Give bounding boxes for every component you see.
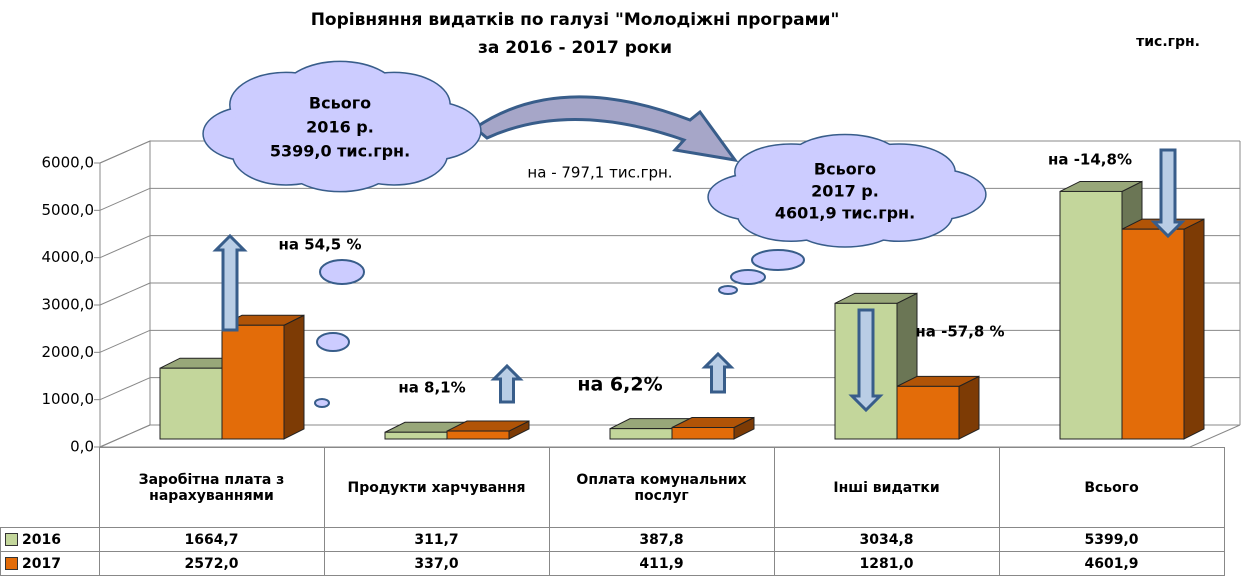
bubble (314, 398, 330, 408)
grid-line (99, 187, 151, 211)
legend-entry: 2017 (0, 551, 100, 576)
value-label: 1281,0 (773, 551, 1000, 576)
bar (609, 428, 673, 440)
grid-line (99, 329, 151, 353)
annotation: Всього (309, 94, 371, 113)
bubble (751, 249, 805, 271)
bubble (718, 285, 738, 295)
table-corner (1, 448, 100, 528)
y-tick-label: 1000,0 (42, 390, 95, 408)
value-label: 387,8 (548, 527, 775, 552)
bar-side (958, 375, 980, 440)
arrow (490, 363, 524, 404)
annotation: на 54,5 % (279, 236, 362, 254)
y-tick-label: 6000,0 (42, 154, 95, 172)
bar (384, 431, 448, 440)
cloud (233, 123, 339, 185)
grid-line (99, 377, 151, 401)
y-tick-label: 2000,0 (42, 343, 95, 361)
bubble (319, 259, 365, 285)
value-label: 4601,9 (998, 551, 1225, 576)
bubble (730, 269, 766, 285)
grid-line (99, 424, 151, 448)
legend-key (5, 533, 18, 546)
curved-arrow (472, 95, 739, 163)
bar (221, 324, 285, 440)
value-label: 337,0 (323, 551, 550, 576)
bar (671, 427, 735, 440)
annotation: на 6,2% (577, 374, 662, 396)
arrow (701, 351, 735, 394)
value-label: 3034,8 (773, 527, 1000, 552)
value-label: 5399,0 (998, 527, 1225, 552)
category-label: Всього (998, 447, 1225, 528)
annotation: на -57,8 % (915, 323, 1004, 341)
grid-line (99, 235, 151, 259)
arrow (212, 233, 248, 332)
bar (159, 367, 223, 440)
annotation: 2017 р. (811, 182, 879, 201)
table-row: 2017 2572,0 337,0 411,9 1281,0 4601,9 (0, 551, 1225, 576)
legend-entry: 2016 (0, 527, 100, 552)
y-tick-label: 5000,0 (42, 201, 95, 219)
arrow (848, 308, 884, 413)
annotation: 5399,0 тис.грн. (270, 142, 410, 161)
y-tick-label: 4000,0 (42, 248, 95, 266)
bubble (316, 332, 350, 352)
grid-line (99, 140, 151, 164)
data-table: Заробітна плата з нарахуваннями Продукти … (0, 447, 1225, 576)
y-tick-label: 0,0 (70, 438, 94, 456)
legend-key (5, 557, 18, 570)
annotation: на 8,1% (398, 379, 465, 397)
annotation: на -14,8% (1048, 151, 1132, 169)
legend-label: 2016 (22, 531, 61, 548)
value-label: 2572,0 (98, 551, 325, 576)
y-tick-label: 3000,0 (42, 296, 95, 314)
grid-line (99, 282, 151, 306)
table-row: 2016 1664,7 311,7 387,8 3034,8 5399,0 (0, 527, 1225, 552)
category-label: Заробітна плата з нарахуваннями (98, 447, 325, 528)
annotation: 4601,9 тис.грн. (775, 204, 915, 223)
arrow (1150, 148, 1186, 239)
value-label: 311,7 (323, 527, 550, 552)
cloud (738, 188, 844, 241)
table-header-row: Заробітна плата з нарахуваннями Продукти … (1, 447, 1225, 528)
bar (1059, 190, 1123, 440)
bar-side (1183, 218, 1205, 440)
value-label: 411,9 (548, 551, 775, 576)
chart-subtitle: за 2016 - 2017 роки (478, 38, 672, 58)
category-label: Продукти харчування (323, 447, 550, 528)
category-label: Оплата комунальних послуг (548, 447, 775, 528)
annotation: Всього (814, 160, 876, 179)
bar (1121, 228, 1185, 440)
bar (896, 385, 960, 440)
category-label: Інші видатки (773, 447, 1000, 528)
annotation: 2016 р. (306, 118, 374, 137)
bar-side (283, 314, 305, 440)
value-label: 1664,7 (98, 527, 325, 552)
unit-label: тис.грн. (1136, 34, 1200, 50)
chart-title: Порівняння видатків по галузі "Молодіжні… (311, 10, 840, 30)
annotation: на - 797,1 тис.грн. (527, 164, 672, 182)
bar (446, 430, 510, 440)
legend-label: 2017 (22, 555, 61, 572)
